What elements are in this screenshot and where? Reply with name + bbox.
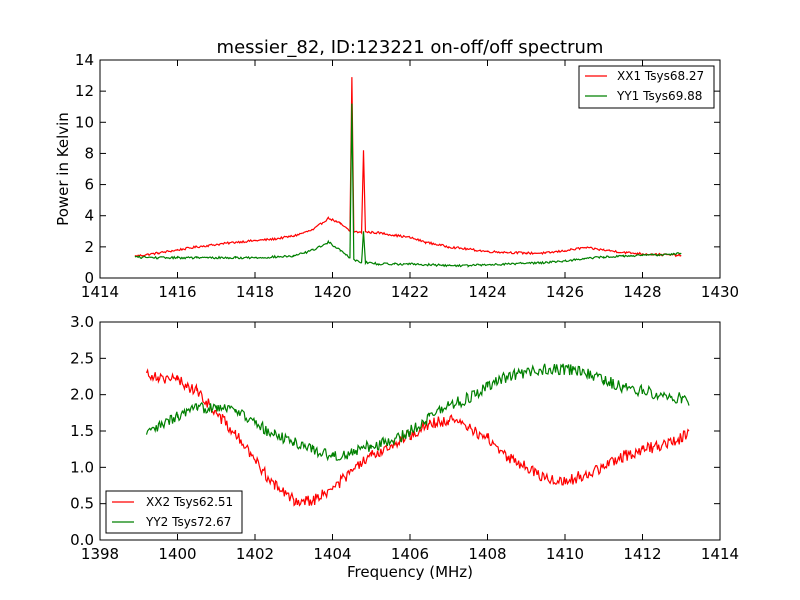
bottom-y-tick-label: 1.5 xyxy=(70,422,94,440)
bottom-y-tick-label: 2.0 xyxy=(70,386,94,404)
bottom-series-line-2 xyxy=(145,363,690,462)
top-x-tick-label: 1416 xyxy=(158,283,196,301)
top-axis-ticks: 1414 1416 1418 1420 1422 1424 1426 1428 1430 0 2 4 6… xyxy=(75,51,739,301)
bottom-series-layer xyxy=(145,363,690,507)
bottom-legend-box xyxy=(105,490,243,534)
bottom-x-tick-label: 1412 xyxy=(623,545,661,563)
top-y-tick-label: 8 xyxy=(84,144,94,162)
top-legend: XX1 Tsys68.27 YY1 Tsys69.88 xyxy=(578,65,715,109)
legend-label-xx2: XX2 Tsys62.51 xyxy=(146,495,233,509)
top-y-axis-label: Power in Kelvin xyxy=(54,112,72,226)
top-y-tick-label: 12 xyxy=(75,82,94,100)
chart-title: messier_82, ID:123221 on-off/off spectru… xyxy=(217,37,604,58)
top-series-line-1 xyxy=(134,77,682,258)
top-legend-box xyxy=(578,65,715,109)
top-y-tick-label: 14 xyxy=(75,51,94,69)
bottom-x-tick-label: 1404 xyxy=(313,545,351,563)
bottom-x-tick-label: 1400 xyxy=(158,545,196,563)
top-series-layer xyxy=(134,77,682,268)
bottom-y-tick-label: 0.5 xyxy=(70,495,94,513)
bottom-x-tick-label: 1410 xyxy=(546,545,584,563)
top-x-tick-label: 1424 xyxy=(468,283,506,301)
bottom-series-line-1 xyxy=(145,368,690,507)
bottom-x-tick-label: 1408 xyxy=(468,545,506,563)
top-y-tick-label: 6 xyxy=(84,176,94,194)
top-y-tick-label: 0 xyxy=(84,269,94,287)
bottom-legend: XX2 Tsys62.51 YY2 Tsys72.67 xyxy=(105,490,243,534)
legend-label-yy1: YY1 Tsys69.88 xyxy=(616,89,702,103)
bottom-y-tick-label: 2.5 xyxy=(70,349,94,367)
top-x-tick-label: 1420 xyxy=(313,283,351,301)
top-x-tick-label: 1418 xyxy=(236,283,274,301)
bottom-x-axis-label: Frequency (MHz) xyxy=(347,563,473,581)
top-series-line-2 xyxy=(134,103,682,268)
top-y-tick-label: 2 xyxy=(84,238,94,256)
bottom-y-tick-label: 0.0 xyxy=(70,531,94,549)
top-x-tick-label: 1414 xyxy=(81,283,119,301)
top-x-tick-label: 1430 xyxy=(701,283,739,301)
top-y-tick-label: 10 xyxy=(75,113,94,131)
bottom-y-tick-label: 3.0 xyxy=(70,313,94,331)
top-x-tick-label: 1422 xyxy=(391,283,429,301)
legend-label-yy2: YY2 Tsys72.67 xyxy=(145,515,231,529)
bottom-x-tick-label: 1402 xyxy=(236,545,274,563)
bottom-y-tick-label: 1.0 xyxy=(70,458,94,476)
bottom-x-tick-label: 1414 xyxy=(701,545,739,563)
top-x-tick-label: 1428 xyxy=(623,283,661,301)
bottom-axis-ticks: 1398 1400 1402 1404 1406 1408 1410 1412 1414 0.0 0… xyxy=(70,313,739,563)
bottom-panel: 1398 1400 1402 1404 1406 1408 1410 1412 1414 0.0 0… xyxy=(70,313,739,581)
top-panel: 1414 1416 1418 1420 1422 1424 1426 1428 1430 0 2 4 6… xyxy=(54,51,739,301)
top-x-tick-label: 1426 xyxy=(546,283,584,301)
legend-label-xx1: XX1 Tsys68.27 xyxy=(617,69,704,83)
top-y-tick-label: 4 xyxy=(84,207,94,225)
bottom-x-tick-label: 1398 xyxy=(81,545,119,563)
bottom-x-tick-label: 1406 xyxy=(391,545,429,563)
